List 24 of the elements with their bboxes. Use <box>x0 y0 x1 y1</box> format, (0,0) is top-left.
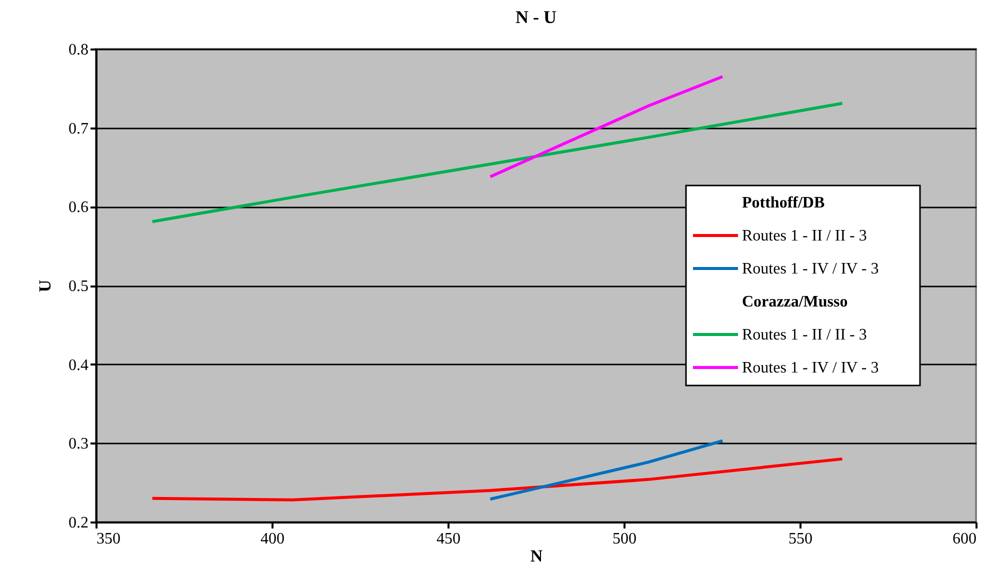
legend-label: Routes 1 - IV / IV - 3 <box>742 260 879 278</box>
annotation: Potthoff/DB <box>742 194 825 212</box>
y-tick-label: 0.8 <box>68 42 88 58</box>
x-tick-label: 550 <box>788 530 812 548</box>
y-tick-label: 0.5 <box>68 278 88 295</box>
y-tick-label: 0.6 <box>68 199 88 216</box>
line-series <box>150 457 844 502</box>
y-axis-title: U <box>36 280 54 292</box>
y-tick-label: 0.2 <box>68 514 88 532</box>
line-series <box>150 102 844 224</box>
annotation: Corazza/Musso <box>742 294 848 310</box>
y-tick-label: 0.3 <box>68 436 88 453</box>
y-tick-label: 0.7 <box>68 120 88 138</box>
x-axis-title: N <box>530 546 544 566</box>
x-tick-label: 450 <box>436 530 460 548</box>
chart-title: N - U <box>516 7 556 27</box>
legend-label: Routes 1 - II / II - 3 <box>742 326 867 344</box>
x-tick-label: 400 <box>260 530 284 548</box>
x-tick-label: 500 <box>612 530 636 548</box>
legend-label: Routes 1 - IV / IV - 3 <box>742 360 879 376</box>
x-tick-label: 600 <box>952 530 976 548</box>
x-tick-label: 350 <box>96 530 120 548</box>
y-tick-label: 0.4 <box>68 356 88 374</box>
legend-label: Routes 1 - II / II - 3 <box>742 228 867 244</box>
